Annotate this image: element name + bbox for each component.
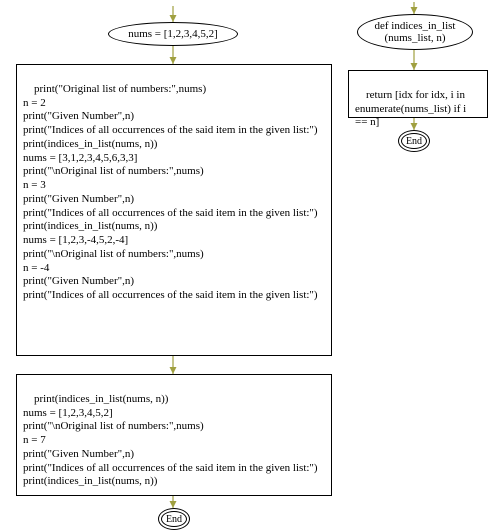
end-node-1-label: End [166,514,182,525]
arrows-layer [0,0,500,532]
end-node-2-label: End [406,136,422,147]
flowchart-canvas: nums = [1,2,3,4,5,2] def indices_in_list… [0,0,500,532]
